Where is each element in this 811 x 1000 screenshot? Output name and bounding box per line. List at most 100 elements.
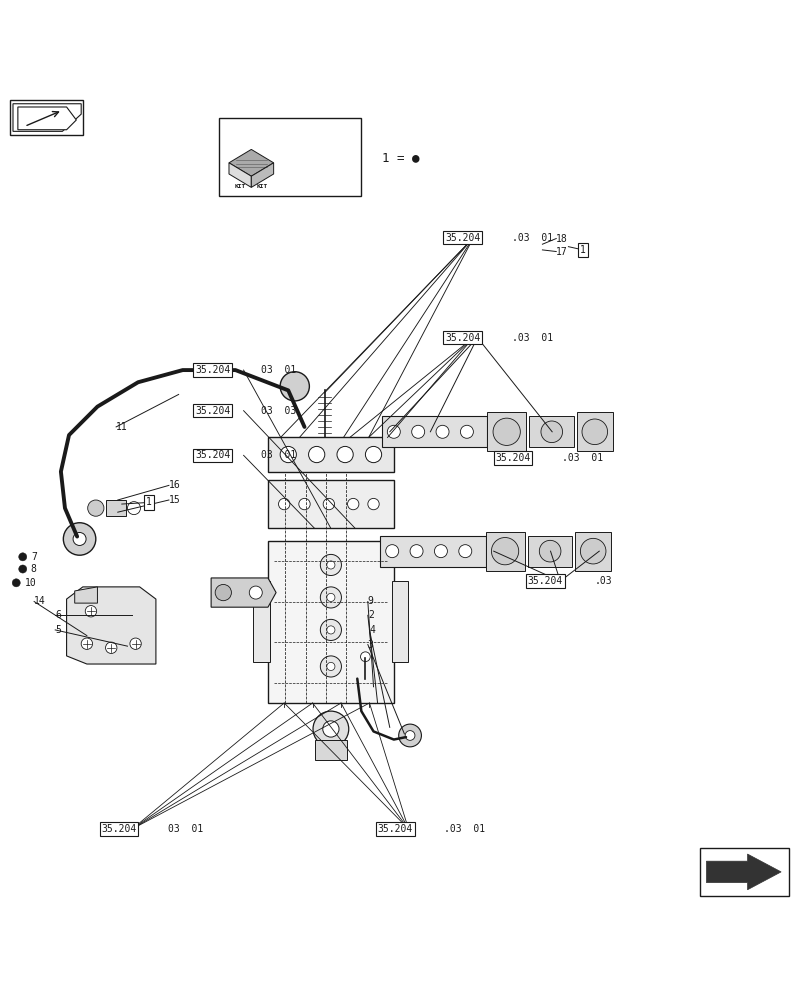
FancyBboxPatch shape (527, 536, 572, 567)
Text: 14: 14 (34, 596, 45, 606)
Polygon shape (706, 854, 780, 890)
Circle shape (127, 502, 140, 515)
Text: 03  01: 03 01 (168, 824, 203, 834)
Circle shape (280, 446, 296, 463)
FancyBboxPatch shape (574, 532, 611, 571)
Circle shape (320, 656, 341, 677)
Circle shape (88, 500, 104, 516)
Circle shape (492, 418, 520, 445)
Circle shape (458, 545, 471, 558)
Circle shape (434, 545, 447, 558)
FancyBboxPatch shape (699, 848, 788, 896)
Polygon shape (13, 104, 81, 131)
Polygon shape (229, 163, 251, 187)
Text: .03  01: .03 01 (561, 453, 603, 463)
Text: 35.204: 35.204 (495, 453, 530, 463)
Text: 1: 1 (579, 245, 586, 255)
Circle shape (63, 523, 96, 555)
Circle shape (85, 606, 97, 617)
Text: KIT: KIT (256, 184, 268, 189)
Circle shape (540, 421, 562, 443)
Text: 3: 3 (367, 640, 373, 650)
Circle shape (460, 425, 473, 438)
FancyBboxPatch shape (392, 581, 408, 662)
Polygon shape (67, 587, 156, 664)
Text: 35.204: 35.204 (195, 450, 230, 460)
FancyBboxPatch shape (268, 480, 393, 528)
FancyBboxPatch shape (314, 740, 346, 760)
Text: 9: 9 (367, 596, 373, 606)
Text: 7: 7 (31, 552, 36, 562)
FancyBboxPatch shape (381, 416, 487, 447)
FancyBboxPatch shape (253, 581, 269, 662)
FancyBboxPatch shape (268, 541, 393, 703)
Text: 35.204: 35.204 (377, 824, 412, 834)
Circle shape (249, 586, 262, 599)
Circle shape (12, 579, 20, 587)
Circle shape (215, 584, 231, 601)
Text: 35.204: 35.204 (444, 233, 479, 243)
Text: 11: 11 (116, 422, 127, 432)
Circle shape (320, 619, 341, 640)
Circle shape (326, 561, 334, 569)
Circle shape (385, 545, 398, 558)
Text: 6: 6 (55, 610, 61, 620)
Text: 35.204: 35.204 (527, 576, 562, 586)
Text: 8: 8 (31, 564, 36, 574)
Circle shape (326, 662, 334, 671)
Circle shape (359, 611, 367, 619)
Circle shape (360, 652, 370, 662)
Circle shape (411, 425, 424, 438)
Circle shape (347, 498, 358, 510)
Text: 5: 5 (55, 625, 61, 635)
Text: 10: 10 (24, 578, 36, 588)
Text: 35.204: 35.204 (101, 824, 136, 834)
Text: 16: 16 (169, 480, 180, 490)
Polygon shape (229, 149, 273, 176)
Polygon shape (18, 107, 76, 130)
Circle shape (320, 554, 341, 576)
Text: 4: 4 (369, 625, 375, 635)
Polygon shape (75, 587, 97, 603)
Circle shape (387, 425, 400, 438)
Circle shape (398, 724, 421, 747)
Circle shape (313, 711, 348, 747)
Circle shape (491, 538, 518, 565)
Circle shape (105, 642, 117, 653)
Text: 03  03: 03 03 (261, 406, 296, 416)
Circle shape (410, 545, 423, 558)
Circle shape (367, 498, 379, 510)
Circle shape (308, 446, 324, 463)
Circle shape (323, 498, 334, 510)
Text: 1 = ●: 1 = ● (381, 151, 418, 164)
Circle shape (326, 626, 334, 634)
Text: 2: 2 (367, 610, 373, 620)
Text: 17: 17 (556, 247, 567, 257)
FancyBboxPatch shape (485, 532, 524, 571)
Circle shape (81, 638, 92, 649)
Text: .03: .03 (594, 576, 611, 586)
Circle shape (359, 597, 367, 606)
Circle shape (320, 587, 341, 608)
Text: .03  01: .03 01 (444, 824, 485, 834)
Text: 03  01: 03 01 (261, 365, 296, 375)
Circle shape (73, 532, 86, 545)
Polygon shape (211, 578, 276, 607)
Circle shape (19, 553, 27, 561)
Text: 35.204: 35.204 (195, 406, 230, 416)
FancyBboxPatch shape (219, 118, 361, 196)
FancyBboxPatch shape (10, 100, 83, 135)
Circle shape (539, 540, 560, 562)
Circle shape (130, 638, 141, 649)
Text: 03  01: 03 01 (261, 450, 296, 460)
Circle shape (278, 498, 290, 510)
Circle shape (581, 419, 607, 445)
Text: 15: 15 (169, 495, 180, 505)
Polygon shape (251, 163, 273, 187)
FancyBboxPatch shape (268, 437, 393, 472)
Text: 1: 1 (145, 497, 152, 507)
FancyBboxPatch shape (105, 500, 126, 516)
Circle shape (298, 498, 310, 510)
FancyBboxPatch shape (487, 412, 526, 451)
Circle shape (280, 372, 309, 401)
